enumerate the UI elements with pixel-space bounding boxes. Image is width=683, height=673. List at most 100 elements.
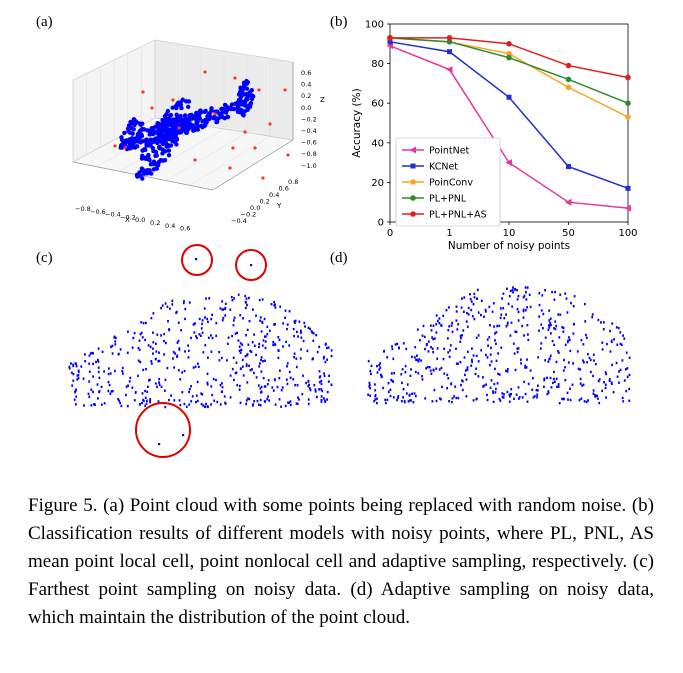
sample-point xyxy=(98,376,101,380)
sample-point xyxy=(92,390,94,394)
sample-point xyxy=(222,316,225,320)
sample-point xyxy=(477,311,480,314)
sample-point xyxy=(367,393,369,396)
sample-point xyxy=(249,369,252,372)
sample-point xyxy=(316,395,318,399)
sample-point xyxy=(196,336,198,340)
sample-point xyxy=(610,340,613,344)
sample-point xyxy=(435,314,438,317)
x-tick-label: 1 xyxy=(446,228,452,239)
sample-point xyxy=(308,383,310,387)
sample-point xyxy=(307,380,310,383)
sample-point xyxy=(378,368,381,371)
sample-point xyxy=(201,319,204,322)
sample-point xyxy=(84,353,86,356)
sample-point xyxy=(609,329,611,333)
cloud-point xyxy=(150,145,156,151)
sample-point xyxy=(184,307,187,311)
sample-point xyxy=(176,355,178,358)
sample-point xyxy=(320,379,323,383)
sample-point xyxy=(532,396,535,399)
sample-point xyxy=(319,375,322,378)
cloud-point xyxy=(179,105,184,111)
sample-point xyxy=(431,400,434,403)
sample-point xyxy=(376,397,378,400)
sample-point xyxy=(467,350,469,353)
sample-point xyxy=(522,316,525,319)
sample-point xyxy=(164,405,167,409)
sample-point xyxy=(201,322,203,326)
sample-point xyxy=(427,350,430,353)
sample-point xyxy=(262,339,265,342)
sample-point xyxy=(421,334,424,337)
sample-point xyxy=(245,297,248,300)
sample-point xyxy=(262,376,265,380)
sample-point xyxy=(295,365,298,369)
sample-point xyxy=(547,391,550,394)
sample-point xyxy=(536,393,539,396)
sample-point xyxy=(588,356,591,360)
sample-point xyxy=(259,319,261,322)
sample-point xyxy=(210,385,213,388)
sample-point xyxy=(476,288,479,292)
sample-point xyxy=(211,393,214,397)
sample-point xyxy=(107,372,110,376)
sample-point xyxy=(279,369,281,372)
sampled-points xyxy=(68,293,333,409)
cloud-point xyxy=(153,149,159,155)
sample-point xyxy=(261,344,264,347)
sample-point xyxy=(538,292,541,295)
sample-point xyxy=(146,390,149,393)
sample-point xyxy=(555,360,558,364)
cloud-point xyxy=(151,129,156,134)
sample-point xyxy=(516,289,518,292)
sample-point xyxy=(233,378,235,382)
sample-point xyxy=(272,340,275,344)
sample-point xyxy=(442,314,445,317)
sample-point xyxy=(498,324,501,328)
x-tick-label: 100 xyxy=(618,228,637,239)
cloud-point xyxy=(179,129,184,134)
sample-point xyxy=(306,349,309,353)
sample-point xyxy=(74,391,76,394)
data-point xyxy=(505,159,512,167)
sample-point xyxy=(247,397,249,400)
sample-point xyxy=(553,298,556,301)
cloud-point xyxy=(192,125,197,131)
sample-point xyxy=(87,392,90,396)
sample-point xyxy=(194,322,196,325)
sample-point xyxy=(522,308,525,311)
sample-point xyxy=(168,398,170,402)
sample-point xyxy=(569,387,571,390)
cloud-point xyxy=(131,117,137,122)
sample-point xyxy=(178,399,181,402)
panel-label-a: (a) xyxy=(36,14,53,30)
sample-point xyxy=(374,398,377,401)
sample-point xyxy=(181,391,184,394)
sample-point xyxy=(509,334,512,337)
sample-point xyxy=(145,402,148,405)
sample-point xyxy=(384,401,387,405)
cloud-point xyxy=(128,119,133,125)
sample-point xyxy=(537,356,540,359)
x-tick-label: 0.4 xyxy=(165,222,175,230)
cloud-point xyxy=(152,162,157,167)
sample-point xyxy=(549,376,552,380)
sample-point xyxy=(477,360,480,363)
sample-point xyxy=(146,399,148,402)
sample-point xyxy=(436,347,439,350)
sample-point xyxy=(480,313,482,317)
sample-point xyxy=(524,309,527,312)
sample-point xyxy=(601,389,603,393)
sample-point xyxy=(72,364,75,368)
sample-point xyxy=(516,350,519,354)
sample-point xyxy=(518,396,521,399)
sample-point xyxy=(503,393,505,396)
sample-point xyxy=(623,337,626,340)
sample-point xyxy=(565,297,568,300)
sample-point xyxy=(252,308,254,311)
sample-point xyxy=(562,330,565,333)
sample-point xyxy=(117,352,120,356)
sample-point xyxy=(447,351,450,354)
sample-point xyxy=(525,291,527,294)
